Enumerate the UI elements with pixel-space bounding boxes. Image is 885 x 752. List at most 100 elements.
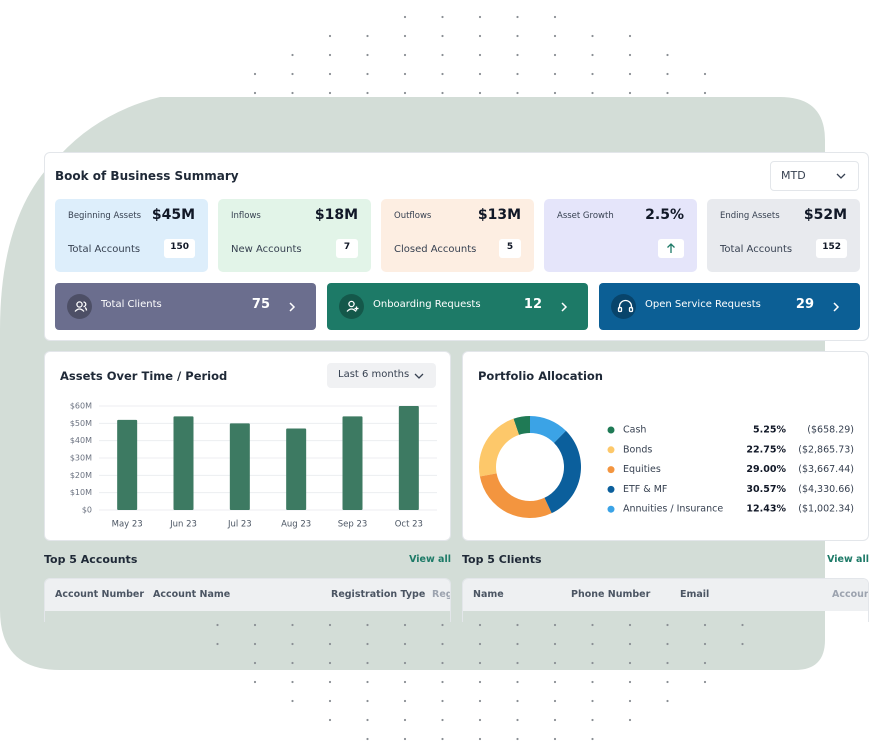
up-arrow-icon [667,243,675,253]
dot [516,34,519,38]
table: Account Number Account Name Registration T… [44,578,451,622]
donut-slice [479,418,519,477]
dot [403,91,407,95]
dot [328,718,332,722]
dot [216,642,219,646]
card-sub-label: Total Accounts [720,244,793,255]
dot [553,699,557,703]
dot [441,718,444,722]
card-sub-value: 5 [499,239,521,258]
summary-card: Asset Growth 2.5% [544,199,697,272]
dot [516,72,519,76]
dot [553,34,557,38]
summary-button[interactable]: Open Service Requests 29 [599,283,860,330]
chevron-icon [289,302,296,312]
dot [516,699,519,703]
dot [703,623,707,627]
dot [666,642,669,646]
bar [342,416,363,510]
column-header: Name [473,589,504,600]
button-icon [611,294,636,319]
amount-label: ($1,002.34) [798,504,854,515]
dot [403,661,407,665]
legend-label: Cash [623,425,646,436]
dot [366,623,369,627]
summary-card: Ending Assets $52M Total Accounts 152 [707,199,860,272]
amount-label: ($3,667.44) [798,464,854,475]
dot [553,680,557,684]
y-tick-label: $10M [70,488,92,497]
column-header: Account [832,589,868,600]
y-tick-label: $40M [70,436,92,445]
dot [666,53,669,57]
dot [628,718,632,722]
chart-title: Portfolio Allocation [478,369,603,383]
dot [666,699,669,703]
dropdown-icon [414,373,424,379]
dot [703,72,707,76]
dot [291,91,294,95]
column-header: Account Number [55,589,145,600]
card-label: Ending Assets [720,211,780,221]
value-label: 12.43% [746,504,786,515]
dot [291,699,294,703]
dot [666,91,669,95]
column-header: Account Name [153,589,231,600]
dot [628,661,632,665]
summary-button[interactable]: Total Clients 75 [55,283,316,330]
table-header: Account Number Account Name Registration T… [45,579,450,611]
dot [441,91,444,95]
value-label: 30.57% [746,484,786,495]
x-tick-label: Aug 23 [281,520,311,530]
view-all-link[interactable]: View all [409,554,451,565]
period-dropdown[interactable]: MTD [770,161,859,191]
dot [403,34,407,38]
dot [328,642,332,646]
dot [628,72,632,76]
value-label: 5.25% [753,425,786,436]
summary-title: Book of Business Summary [55,169,239,183]
dot [403,623,407,627]
column-header: Registration Type [331,589,426,600]
dot [366,34,369,38]
dot [441,642,444,646]
chevron-icon [561,302,568,312]
card-sub-value: 7 [336,239,358,258]
dot [553,661,557,665]
card-label: Asset Growth [557,211,614,221]
period-dropdown[interactable]: Last 6 months [327,363,436,388]
dot [366,661,369,665]
dot [366,718,369,722]
legend-marker [607,485,615,493]
dot [478,15,482,19]
chevron-icon [833,302,840,312]
period-value: MTD [781,169,806,182]
period-value: Last 6 months [338,369,410,380]
summary-button[interactable]: Onboarding Requests 12 [327,283,588,330]
dot [478,53,482,57]
y-tick-label: $50M [70,419,92,428]
donut-slice [530,416,566,443]
dot [328,53,332,57]
dot [628,34,632,38]
chevron [561,302,568,312]
dot [591,661,594,665]
dot [516,91,519,95]
chevron [289,302,296,312]
x-tick-label: Jul 23 [227,520,252,530]
legend-label: Equities [623,464,661,475]
dot [253,642,257,646]
dot [366,53,369,57]
dot [403,718,407,722]
dot [403,737,407,741]
dot [291,661,294,665]
dot [591,642,594,646]
donut-slice [544,430,581,514]
dot [478,34,482,38]
dot [553,91,557,95]
amount-label: ($658.29) [807,425,854,436]
view-all-link[interactable]: View all [827,554,869,565]
card-label: Beginning Assets [68,211,142,221]
dot [478,91,482,95]
dot [403,15,407,19]
